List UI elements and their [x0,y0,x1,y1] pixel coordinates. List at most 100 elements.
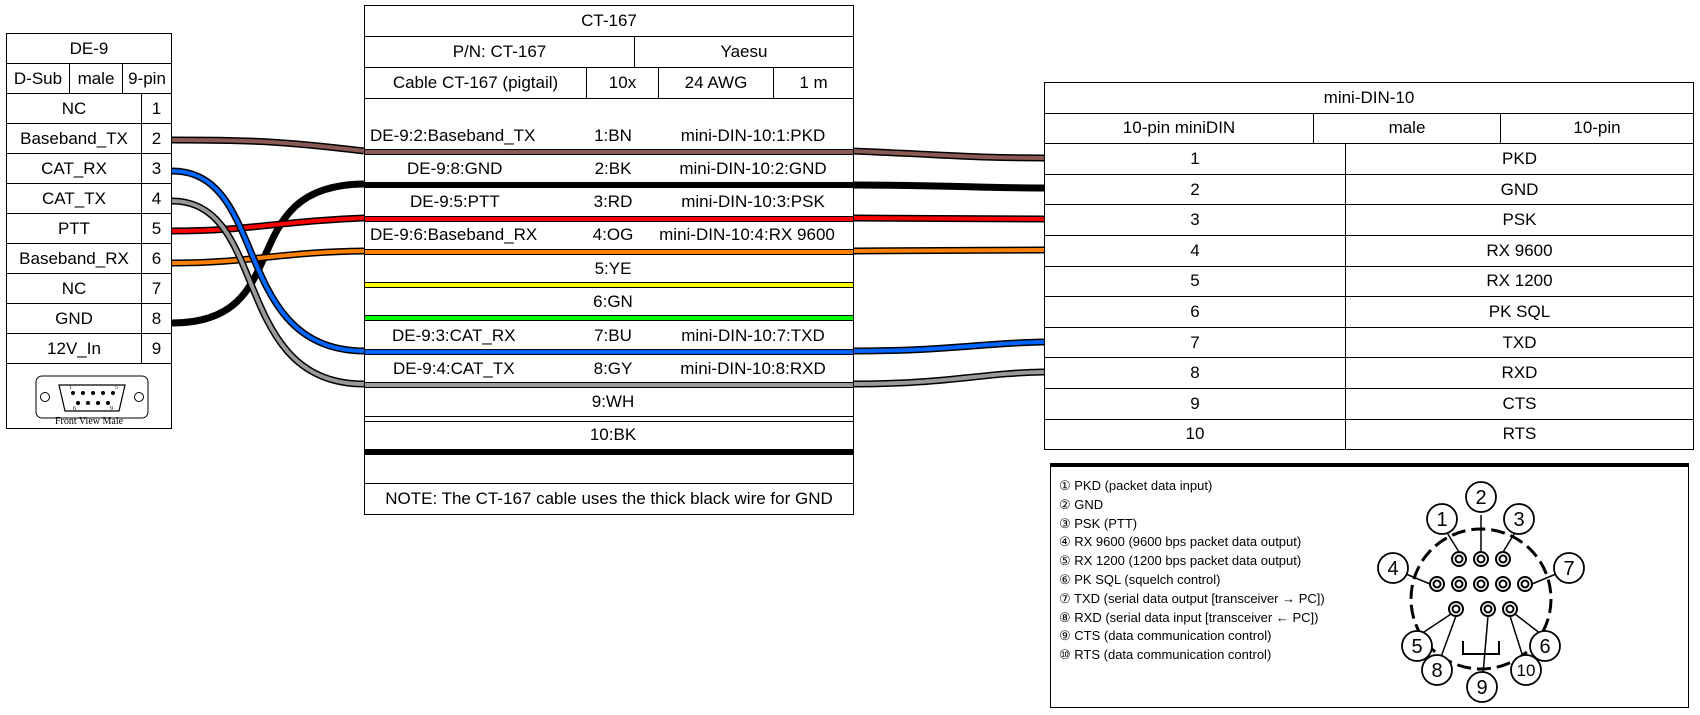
wire-band-4 [365,249,853,255]
de9-pin-label: CAT_TX [6,183,142,214]
wire-left-label: DE-9:5:PTT [410,192,500,211]
de9-image-caption: Front View Male [54,416,124,427]
de9-pin-label: Baseband_RX [6,243,142,274]
de9-pincount: 9-pin [122,63,172,94]
de9-pin-label: PTT [6,213,142,244]
minidin-pin-legend: ① PKD (packet data input) ② GND ③ PSK (P… [1059,477,1325,665]
wire-band-10 [365,449,853,455]
wire-mid-label: 6:GN [593,292,633,311]
cable-wire-row: 9:WH [365,389,853,419]
cable-gauge: 24 AWG [684,73,748,92]
legend-item: ③ PSK (PTT) [1059,515,1138,531]
de9-pin-num: 3 [141,153,172,184]
legend-item: ⑤ RX 1200 (1200 bps packet data output) [1059,553,1302,569]
wire-band-5 [365,282,853,288]
legend-item: ② GND [1059,496,1104,512]
wire-brown [171,136,1045,162]
wire-mid-label: 7:BU [594,326,632,345]
pin-number-7: 7 [1563,558,1574,580]
wire-band-9 [365,416,853,422]
de9-type: D-Sub [6,63,70,94]
de9-pin-num: 7 [141,273,172,304]
minidin-pin-num: 8 [1044,357,1346,389]
wire-orange [171,246,1045,267]
cable-wire-row: 5:YE [365,256,853,286]
de9-pin-row: Baseband_RX 6 [6,243,172,274]
de9-pin-num: 2 [141,123,172,154]
de9-gender: male [69,63,123,94]
cable-pn: P/N: CT-167 [452,42,547,61]
wire-band-2 [365,182,853,188]
cable-wire-row: 10:BK [365,422,853,452]
minidin-pin-row: 3 PSK [1044,204,1694,236]
minidin-pin-row: 2 GND [1044,173,1694,206]
legend-item: ⑦ TXD (serial data output [transceiver →… [1059,590,1325,606]
wire-mid-label: 9:WH [591,392,635,411]
de9-pin-row: NC 1 [6,93,172,124]
pin-number-6: 6 [1539,636,1550,658]
minidin-pin-num: 9 [1044,387,1346,420]
minidin-type: 10-pin miniDIN [1044,112,1314,145]
minidin-pin-num: 10 [1044,418,1346,451]
pin-number-5: 5 [1411,636,1422,658]
minidin-pin-row: 8 RXD [1044,357,1694,389]
wire-right-label: mini-DIN-10:8:RXD [680,359,826,378]
wire-right-label: mini-DIN-10:7:TXD [681,326,825,345]
minidin-pin-label: TXD [1345,326,1694,359]
legend-item: ⑩ RTS (data communication control) [1059,647,1272,663]
minidin-connector: mini-DIN-10 10-pin miniDIN male 10-pin 1… [1044,82,1694,451]
wire-mid-label: 4:OG [592,225,634,244]
de9-pin-label: CAT_RX [6,153,142,184]
de9-pin-marker: 1 [69,385,72,391]
de9-pin-num: 6 [141,243,172,274]
de9-pin-row: 12V_In 9 [6,333,172,364]
pin-number-4: 4 [1387,558,1398,580]
wire-band-3 [365,216,853,222]
minidin-pin-num: 6 [1044,296,1346,328]
minidin-pin-row: 4 RX 9600 [1044,234,1694,267]
de9-pin-label: Baseband_TX [6,123,142,154]
minidin-pin-row: 9 CTS [1044,387,1694,420]
minidin-pin-row: 10 RTS [1044,418,1694,451]
minidin-pinout-image: ① PKD (packet data input) ② GND ③ PSK (P… [1050,463,1689,708]
legend-item: ① PKD (packet data input) [1059,478,1213,493]
de9-pin-label: 12V_In [6,333,142,364]
de9-title: DE-9 [6,33,172,64]
wire-right-label: mini-DIN-10:2:GND [679,159,827,178]
wire-left-label: DE-9:3:CAT_RX [392,326,516,345]
minidin-pin-row: 1 PKD [1044,143,1694,175]
wire-right-label: mini-DIN-10:3:PSK [681,192,825,211]
legend-item: ⑧ RXD (serial data input [transceiver ← … [1059,609,1319,625]
cable-name: Cable CT-167 (pigtail) [392,73,559,92]
de9-pin-num: 8 [141,303,172,334]
de9-image-cell: 1 5 6 9 Front View Male [6,363,172,429]
minidin-pin-num: 2 [1044,173,1346,206]
de9-pin-label: NC [6,273,142,304]
minidin-pin-label: PSK [1345,204,1694,236]
minidin-pin-row: 5 RX 1200 [1044,265,1694,298]
pin-number-8: 8 [1431,660,1442,682]
minidin-pin-label: RTS [1345,418,1694,451]
wire-band-7 [365,349,853,355]
legend-item: ⑥ PK SQL (squelch control) [1059,571,1221,587]
cable-wire-row: DE-9:3:CAT_RX 7:BU mini-DIN-10:7:TXD [365,323,853,353]
wire-left-label: DE-9:8:GND [407,159,503,178]
wire-right-label: mini-DIN-10:1:PKD [680,126,826,145]
wire-mid-label: 10:BK [589,425,637,444]
de9-pin-num: 1 [141,93,172,124]
pin-number-2: 2 [1475,487,1486,509]
pin-number-3: 3 [1513,509,1524,531]
de9-pin-num: 4 [141,183,172,214]
de9-pin-label: GND [6,303,142,334]
wire-band-1 [365,149,853,155]
minidin-pin-row: 7 TXD [1044,326,1694,359]
cable-wire-row: DE-9:8:GND 2:BK mini-DIN-10:2:GND [365,156,853,186]
cable-wire-row: DE-9:2:Baseband_TX 1:BN mini-DIN-10:1:PK… [365,123,853,153]
de9-pin-row: Baseband_TX 2 [6,123,172,154]
de9-pin-row: CAT_RX 3 [6,153,172,184]
pin-number-10: 10 [1517,661,1536,680]
de9-pin-marker: 6 [73,406,76,412]
wire-red [171,214,1045,235]
pin-number-1: 1 [1436,509,1447,531]
